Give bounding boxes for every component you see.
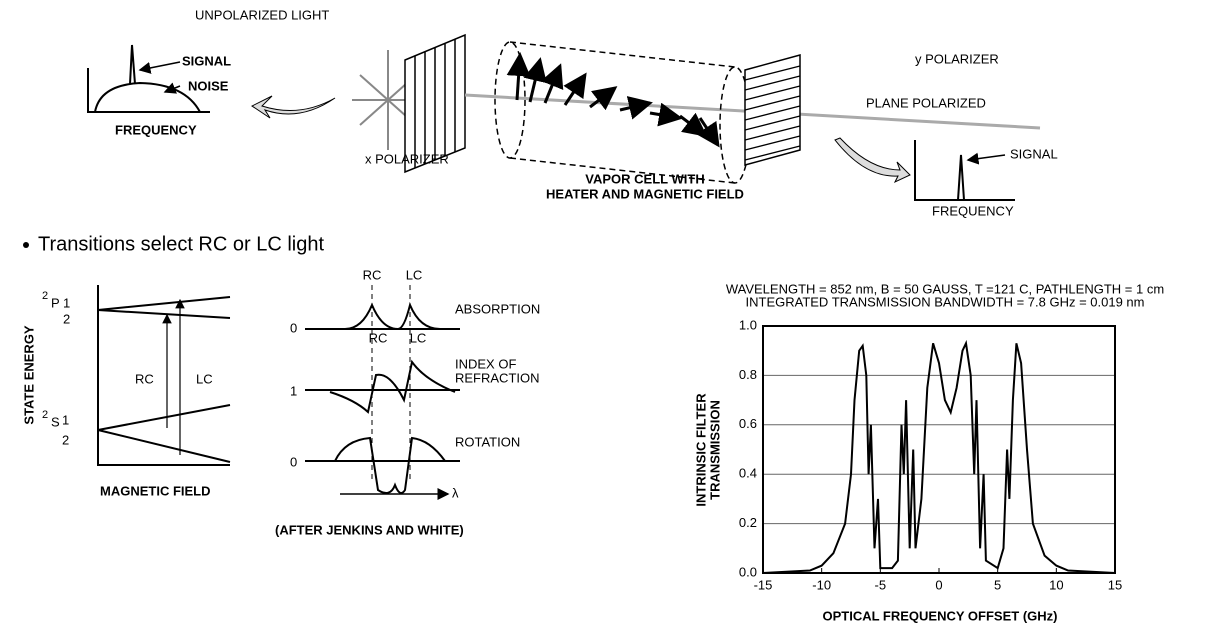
label: RC bbox=[135, 371, 154, 386]
label: HEATER AND MAGNETIC FIELD bbox=[546, 186, 744, 201]
curved-arrow bbox=[835, 138, 910, 182]
x-tick-label: -5 bbox=[875, 577, 887, 592]
label: LC bbox=[196, 371, 213, 386]
x-tick-label: -15 bbox=[754, 577, 773, 592]
credit: (AFTER JENKINS AND WHITE) bbox=[275, 522, 464, 537]
signal-spike bbox=[958, 155, 964, 200]
spin-arrows bbox=[517, 55, 718, 145]
x-axis-label: OPTICAL FREQUENCY OFFSET (GHz) bbox=[823, 608, 1058, 623]
y-tick-label: 1.0 bbox=[739, 317, 757, 332]
y-tick-label: 0.4 bbox=[739, 466, 757, 481]
signal-spike bbox=[130, 45, 135, 84]
label: ABSORPTION bbox=[455, 301, 540, 316]
state: S bbox=[51, 414, 60, 429]
label: RC bbox=[363, 267, 382, 282]
label: FREQUENCY bbox=[932, 203, 1014, 218]
den: 2 bbox=[63, 311, 70, 326]
y-tick-label: 0.2 bbox=[739, 515, 757, 530]
axis-label: STATE ENERGY bbox=[21, 325, 36, 425]
transmission-line bbox=[763, 343, 1115, 573]
axis-label: MAGNETIC FIELD bbox=[100, 483, 211, 498]
curved-arrow bbox=[252, 96, 335, 118]
baseline-label: 0 bbox=[290, 454, 297, 469]
label: RC bbox=[369, 330, 388, 345]
sup: 2 bbox=[42, 290, 48, 302]
baseline-label: 1 bbox=[290, 383, 297, 398]
den: 2 bbox=[62, 432, 69, 447]
x-tick-label: -10 bbox=[812, 577, 831, 592]
chart-subtitle: INTEGRATED TRANSMISSION BANDWIDTH = 7.8 … bbox=[746, 294, 1145, 309]
vapor-cell bbox=[495, 42, 750, 183]
label: NOISE bbox=[188, 78, 229, 93]
num: 1 bbox=[63, 295, 70, 310]
y-axis-label: INTRINSIC FILTER bbox=[693, 393, 708, 507]
rotation-curve bbox=[335, 438, 445, 493]
y-tick-label: 0.6 bbox=[739, 416, 757, 431]
bullet bbox=[23, 242, 29, 248]
y-axis-label: TRANSMISSION bbox=[707, 400, 722, 500]
baseline-label: 0 bbox=[290, 320, 297, 335]
x-tick-label: 15 bbox=[1108, 577, 1122, 592]
state: P bbox=[51, 295, 60, 310]
label: INDEX OF bbox=[455, 356, 516, 371]
x-tick-label: 10 bbox=[1049, 577, 1063, 592]
axes bbox=[915, 140, 1015, 200]
sup: 2 bbox=[42, 409, 48, 421]
label: VAPOR CELL WITH bbox=[585, 171, 704, 186]
label: REFRACTION bbox=[455, 370, 540, 385]
label: LC bbox=[406, 267, 423, 282]
absorption-curve bbox=[345, 305, 440, 329]
y-tick-label: 0.8 bbox=[739, 367, 757, 382]
label: UNPOLARIZED LIGHT bbox=[195, 7, 329, 22]
figure: SIGNAL NOISE FREQUENCY UNPOLARIZED LIGHT… bbox=[0, 0, 1220, 627]
label: ROTATION bbox=[455, 434, 520, 449]
x-tick-label: 0 bbox=[935, 577, 942, 592]
label: LC bbox=[410, 330, 427, 345]
label: SIGNAL bbox=[1010, 146, 1058, 161]
label: PLANE POLARIZED bbox=[866, 95, 986, 110]
label: FREQUENCY bbox=[115, 122, 197, 137]
noise-curve bbox=[95, 83, 200, 112]
label: y POLARIZER bbox=[915, 51, 999, 66]
label: λ bbox=[452, 485, 459, 500]
label: x POLARIZER bbox=[365, 151, 449, 166]
num: 1 bbox=[62, 412, 69, 427]
label: SIGNAL bbox=[182, 53, 231, 68]
x-tick-label: 5 bbox=[994, 577, 1001, 592]
index-curve bbox=[330, 362, 455, 412]
arrow bbox=[140, 62, 180, 70]
arrow bbox=[968, 155, 1005, 160]
bullet-text: Transitions select RC or LC light bbox=[38, 233, 324, 255]
